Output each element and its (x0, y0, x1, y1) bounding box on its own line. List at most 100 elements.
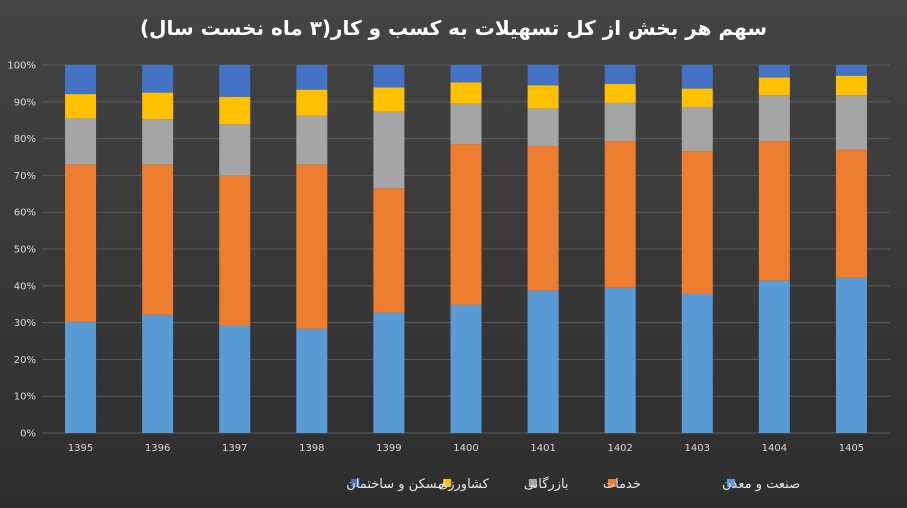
bar-segment (681, 293, 713, 433)
y-tick-label: 50% (14, 245, 36, 256)
y-tick-label: 80% (14, 134, 36, 145)
y-tick-label: 30% (14, 318, 36, 329)
bar-segment (142, 314, 174, 433)
legend-swatch (607, 479, 616, 487)
bar-segment (450, 82, 482, 104)
x-tick-label: 1397 (222, 443, 247, 454)
bar-segment (604, 102, 636, 142)
bar-stack-1401 (527, 65, 559, 433)
legend-label: صنعت و معدن (722, 477, 800, 492)
x-tick-label: 1399 (376, 443, 401, 454)
x-axis-ticks: 1395 1396 1397 1398 1399 1400 1401 1402 1403 1404… (68, 443, 864, 454)
bar-segment (65, 94, 97, 118)
bar-segment (681, 88, 713, 107)
bar-stack-1405 (835, 65, 867, 433)
bar-segment (219, 325, 251, 433)
x-tick-label: 1402 (607, 443, 632, 454)
x-tick-label: 1396 (145, 443, 170, 454)
bar-segment (604, 65, 636, 84)
bar-stack-1404 (758, 65, 790, 433)
bar-segment (373, 87, 405, 112)
bar-segment (835, 65, 867, 76)
x-tick-label: 1400 (453, 443, 478, 454)
bar-segment (758, 95, 790, 142)
bar-segment (527, 145, 559, 291)
y-tick-label: 70% (14, 171, 36, 182)
bar-segment (296, 115, 328, 165)
bar-segment (835, 149, 867, 278)
bar-segment (758, 141, 790, 281)
bar-segment (65, 164, 97, 322)
bar-segment (373, 312, 405, 433)
chart-title: سهم هر بخش از کل تسهیلات به کسب و کار(۳ … (139, 16, 768, 40)
bars (65, 65, 867, 433)
bar-segment (219, 124, 251, 176)
bar-segment (835, 95, 867, 150)
bar-segment (296, 65, 328, 90)
legend-swatch (727, 479, 735, 487)
y-tick-label: 10% (14, 392, 36, 403)
bar-segment (450, 304, 482, 433)
bar-segment (681, 106, 713, 152)
bar-stack-1400 (450, 65, 482, 433)
bar-segment (527, 108, 559, 146)
bar-segment (527, 85, 559, 109)
bar-segment (450, 144, 482, 305)
bar-stack-1399 (373, 65, 405, 433)
bar-segment (65, 117, 97, 165)
bar-segment (758, 77, 790, 96)
legend-swatch (443, 479, 452, 487)
bar-stack-1398 (296, 65, 328, 433)
bar-segment (142, 164, 174, 315)
bar-segment (65, 321, 97, 433)
legend-label: خدمات (603, 477, 641, 492)
bar-segment (142, 92, 174, 120)
bar-segment (296, 164, 328, 329)
y-tick-label: 40% (14, 281, 36, 292)
bar-segment (142, 119, 174, 165)
bar-segment (142, 65, 174, 93)
bar-segment (65, 65, 97, 95)
bar-segment (758, 280, 790, 433)
bar-segment (296, 89, 328, 116)
x-tick-label: 1403 (685, 443, 710, 454)
bar-segment (450, 103, 482, 145)
y-axis-ticks: 0% 10% 20% 30% 40% 50% 60% 70% 80% 90% 100% (7, 61, 36, 440)
x-tick-label: 1405 (839, 443, 864, 454)
y-tick-label: 60% (14, 208, 36, 219)
y-tick-label: 90% (14, 97, 36, 108)
bar-segment (681, 151, 713, 294)
bar-segment (835, 277, 867, 433)
bar-segment (450, 65, 482, 83)
bar-segment (604, 141, 636, 288)
legend-label: مسکن و ساختمان (346, 477, 444, 492)
bar-segment (604, 83, 636, 103)
y-tick-label: 0% (20, 429, 36, 440)
bar-segment (758, 65, 790, 78)
legend-label: کشاورزی (438, 477, 490, 492)
bar-segment (604, 287, 636, 433)
bar-segment (373, 111, 405, 189)
bar-stack-1403 (681, 65, 713, 433)
x-tick-label: 1401 (530, 443, 555, 454)
bar-segment (219, 97, 251, 125)
y-tick-label: 20% (14, 355, 36, 366)
x-tick-label: 1395 (68, 443, 93, 454)
legend-label: بازرگانی (524, 476, 569, 492)
bar-segment (373, 65, 405, 88)
bar-segment (527, 65, 559, 86)
legend-swatch (528, 479, 537, 487)
bar-segment (373, 188, 405, 313)
bar-stack-1397 (219, 65, 251, 433)
x-tick-label: 1398 (299, 443, 324, 454)
bar-segment (681, 65, 713, 89)
x-tick-label: 1404 (762, 443, 787, 454)
y-tick-label: 100% (7, 61, 36, 72)
bar-segment (835, 75, 867, 96)
bar-segment (219, 65, 251, 98)
legend-swatch (351, 479, 360, 487)
bar-segment (296, 328, 328, 433)
bar-stack-1402 (604, 65, 636, 433)
